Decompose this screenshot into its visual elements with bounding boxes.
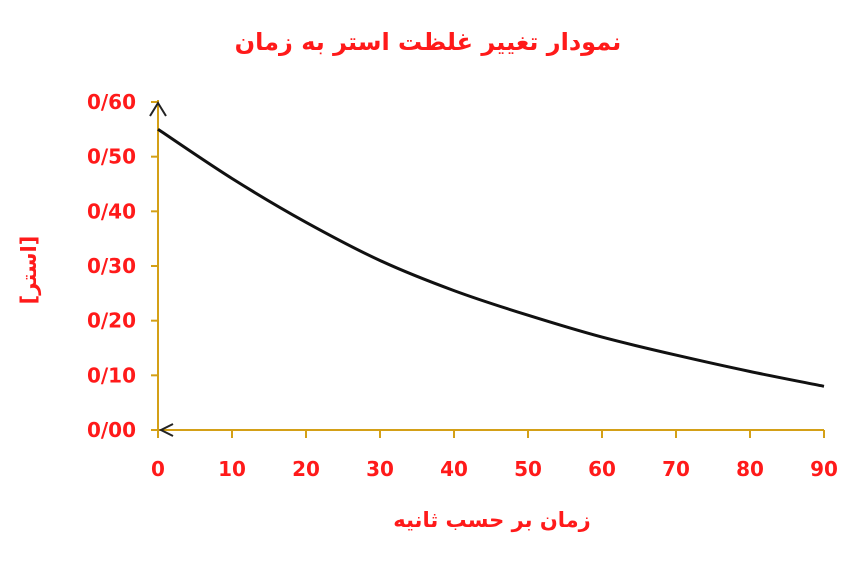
y-tick-label: 0/20 [87, 309, 136, 333]
x-tick-label: 40 [440, 457, 468, 481]
x-tick-label: 50 [514, 457, 542, 481]
series-points [156, 127, 826, 388]
x-tick-label: 70 [662, 457, 690, 481]
x-axis-arrow [158, 423, 174, 437]
y-tick-label: 0/40 [87, 199, 136, 223]
x-tick-label: 80 [736, 457, 764, 481]
y-ticks: 0/00 0/10 0/20 0/30 0/40 0/50 0/60 [87, 90, 158, 442]
series-line [157, 128, 825, 388]
chart-title: نمودار تغییر غلظت استر به زمان [235, 28, 622, 56]
y-tick-label: 0/30 [87, 254, 136, 278]
y-axis-title: [استر] [17, 236, 41, 305]
y-tick-label: 0/00 [87, 418, 136, 442]
plot-area: 0/00 0/10 0/20 0/30 0/40 0/50 0/60 0 10 20 30 40 50… [87, 90, 838, 481]
x-ticks: 0 10 20 30 40 50 60 70 80 90 [151, 430, 838, 481]
x-tick-label: 30 [366, 457, 394, 481]
x-tick-label: 10 [218, 457, 246, 481]
x-tick-label: 90 [810, 457, 838, 481]
x-tick-label: 20 [292, 457, 320, 481]
x-tick-label: 60 [588, 457, 616, 481]
x-axis-title: زمان بر حسب ثانیه [393, 508, 590, 532]
y-tick-label: 0/60 [87, 90, 136, 114]
y-tick-label: 0/50 [87, 145, 136, 169]
y-tick-label: 0/10 [87, 363, 136, 387]
x-tick-label: 0 [151, 457, 165, 481]
y-axis-arrow [149, 101, 167, 117]
